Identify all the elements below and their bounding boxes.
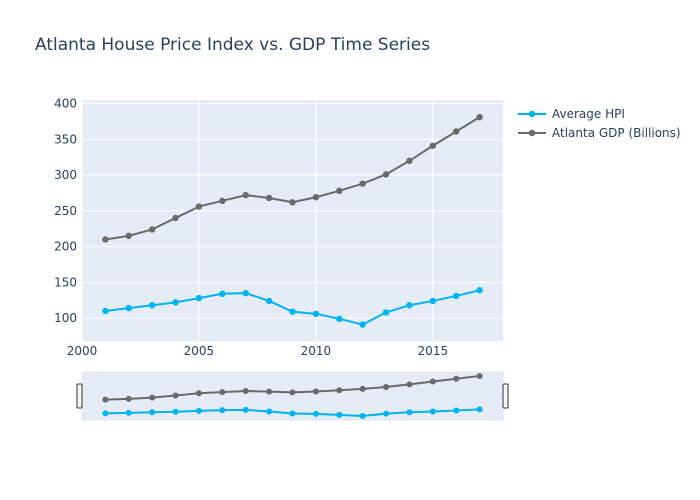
legend-item[interactable]: Average HPI <box>518 107 625 121</box>
slider-data-point <box>429 378 436 385</box>
slider-data-point <box>476 406 483 413</box>
data-point <box>148 302 156 309</box>
gridlines <box>81 100 503 341</box>
data-point <box>125 304 132 312</box>
slider-data-point <box>312 410 319 417</box>
legend-label: Average HPI <box>552 107 625 121</box>
slider-data-point <box>102 410 109 417</box>
data-point <box>289 308 296 315</box>
data-point <box>172 299 179 306</box>
x-tick-label: 2005 <box>184 344 215 358</box>
y-tick-label: 200 <box>54 240 77 254</box>
legend-label: Atlanta GDP (Billions) <box>552 126 681 140</box>
slider-data-point <box>289 410 296 417</box>
y-axis-ticks: 100 150 200 250 300 350 400 <box>54 97 77 326</box>
data-point <box>476 287 483 294</box>
data-point <box>102 307 109 315</box>
y-tick-label: 400 <box>54 97 77 111</box>
data-point <box>453 128 460 135</box>
plot-area <box>81 100 503 341</box>
data-point <box>195 294 203 302</box>
slider-data-point <box>476 373 483 379</box>
x-tick-label: 2000 <box>67 344 98 358</box>
slider-data-point <box>172 408 179 415</box>
data-point <box>312 310 320 318</box>
slider-data-point <box>125 409 132 416</box>
legend-marker <box>528 110 536 118</box>
slider-data-point <box>406 381 413 388</box>
slider-data-point <box>453 407 460 414</box>
data-point <box>429 297 437 305</box>
slider-data-point <box>336 411 343 418</box>
slider-data-point <box>359 413 366 419</box>
slider-data-point <box>383 384 390 391</box>
data-point <box>336 315 343 323</box>
legend[interactable]: Average HPI Atlanta GDP (Billions) <box>518 107 681 140</box>
data-point <box>382 171 390 178</box>
slider-data-point <box>102 396 109 403</box>
x-axis-ticks: 2000 2005 2010 2015 <box>67 344 448 358</box>
slider-data-point <box>266 408 273 415</box>
data-point <box>382 309 390 316</box>
data-point <box>312 194 320 201</box>
slider-data-point <box>266 388 273 395</box>
data-point <box>148 226 156 233</box>
data-point <box>429 142 437 149</box>
slider-data-point <box>125 395 132 402</box>
slider-data-point <box>149 394 156 401</box>
slider-data-point <box>289 389 296 396</box>
slider-data-point <box>242 406 249 413</box>
plot-background <box>82 100 503 341</box>
series-points <box>102 113 483 328</box>
y-tick-label: 100 <box>54 311 77 325</box>
slider-data-point <box>336 387 343 394</box>
slider-data-point <box>219 389 226 396</box>
data-point <box>265 297 273 305</box>
data-point <box>289 199 296 206</box>
data-point <box>406 302 413 309</box>
data-point <box>219 290 226 298</box>
y-tick-label: 300 <box>54 168 77 182</box>
data-point <box>242 289 249 297</box>
y-tick-label: 250 <box>54 204 77 218</box>
slider-data-point <box>383 410 390 417</box>
data-point <box>476 113 483 121</box>
slider-data-point <box>453 375 460 382</box>
slider-data-point <box>359 385 366 392</box>
y-tick-label: 350 <box>54 132 77 146</box>
data-point <box>219 197 226 205</box>
legend-marker <box>528 129 536 137</box>
x-tick-label: 2015 <box>418 344 449 358</box>
x-tick-label: 2010 <box>301 344 332 358</box>
slider-data-point <box>172 392 179 399</box>
data-point <box>195 203 203 210</box>
slider-data-point <box>312 388 319 395</box>
range-slider-series <box>102 373 483 419</box>
range-slider-left-handle[interactable] <box>76 383 83 409</box>
slider-data-point <box>195 407 202 414</box>
data-point <box>265 194 273 202</box>
slider-data-point <box>242 388 249 395</box>
data-point <box>172 214 179 222</box>
slider-data-point <box>429 408 436 415</box>
range-slider[interactable] <box>76 371 509 421</box>
chart-title: Atlanta House Price Index vs. GDP Time S… <box>35 35 430 55</box>
data-point <box>453 292 460 300</box>
slider-data-point <box>149 409 156 416</box>
data-point <box>359 180 366 187</box>
slider-data-point <box>195 390 202 397</box>
data-point <box>359 321 366 328</box>
data-point <box>242 191 249 199</box>
data-point <box>336 187 343 195</box>
range-slider-right-handle[interactable] <box>502 383 509 409</box>
legend-item[interactable]: Atlanta GDP (Billions) <box>518 126 681 140</box>
slider-data-point <box>406 409 413 416</box>
y-tick-label: 150 <box>54 275 77 289</box>
data-point <box>102 236 109 243</box>
data-point <box>125 232 132 240</box>
data-point <box>406 157 413 164</box>
slider-data-point <box>219 407 226 414</box>
